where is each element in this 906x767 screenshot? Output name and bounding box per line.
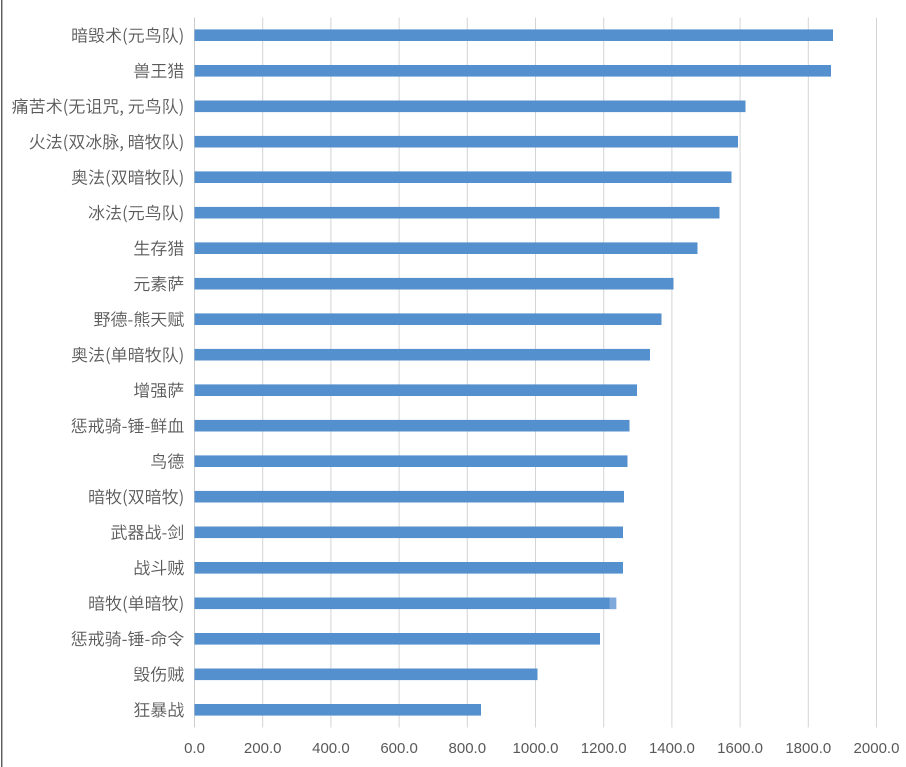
svg-text:200.0: 200.0 <box>244 740 282 757</box>
svg-text:600.0: 600.0 <box>380 740 418 757</box>
svg-text:1200.0: 1200.0 <box>581 740 627 757</box>
svg-text:2000.0: 2000.0 <box>854 740 900 757</box>
svg-text:1600.0: 1600.0 <box>717 740 763 757</box>
svg-text:0.0: 0.0 <box>184 740 205 757</box>
svg-text:1800.0: 1800.0 <box>785 740 831 757</box>
svg-text:1400.0: 1400.0 <box>649 740 695 757</box>
svg-text:1000.0: 1000.0 <box>513 740 559 757</box>
svg-text:400.0: 400.0 <box>312 740 350 757</box>
svg-text:800.0: 800.0 <box>449 740 487 757</box>
